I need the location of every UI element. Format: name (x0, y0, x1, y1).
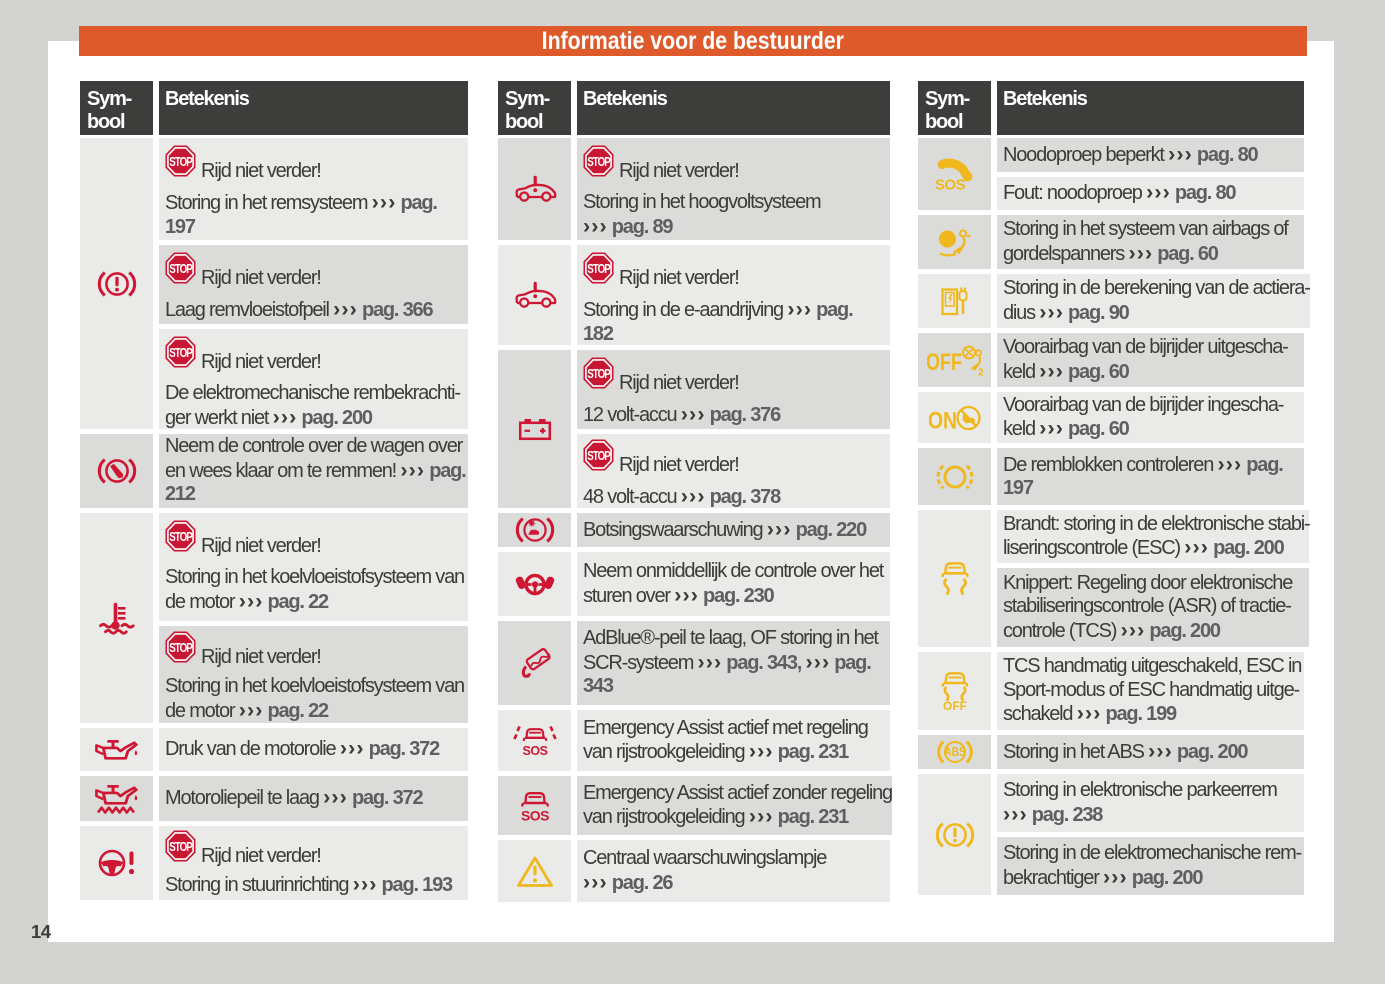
svg-text:OFF: OFF (927, 349, 962, 376)
svg-text:STOP: STOP (169, 531, 193, 544)
svg-text:ON: ON (929, 407, 957, 433)
svg-text:ABS: ABS (944, 746, 966, 759)
svg-text:2: 2 (978, 367, 983, 377)
svg-text:STOP: STOP (169, 841, 193, 854)
svg-text:STOP: STOP (169, 263, 193, 276)
svg-text:STOP: STOP (587, 368, 611, 381)
svg-text:SOS: SOS (522, 744, 547, 758)
svg-text:SOS: SOS (935, 177, 966, 193)
svg-text:STOP: STOP (169, 156, 193, 169)
svg-text:OFF: OFF (943, 699, 967, 711)
svg-text:STOP: STOP (169, 642, 193, 655)
svg-text:STOP: STOP (587, 263, 611, 276)
svg-text:STOP: STOP (587, 156, 611, 169)
svg-text:STOP: STOP (169, 347, 193, 360)
svg-text:STOP: STOP (587, 450, 611, 463)
svg-text:SOS: SOS (520, 807, 548, 823)
